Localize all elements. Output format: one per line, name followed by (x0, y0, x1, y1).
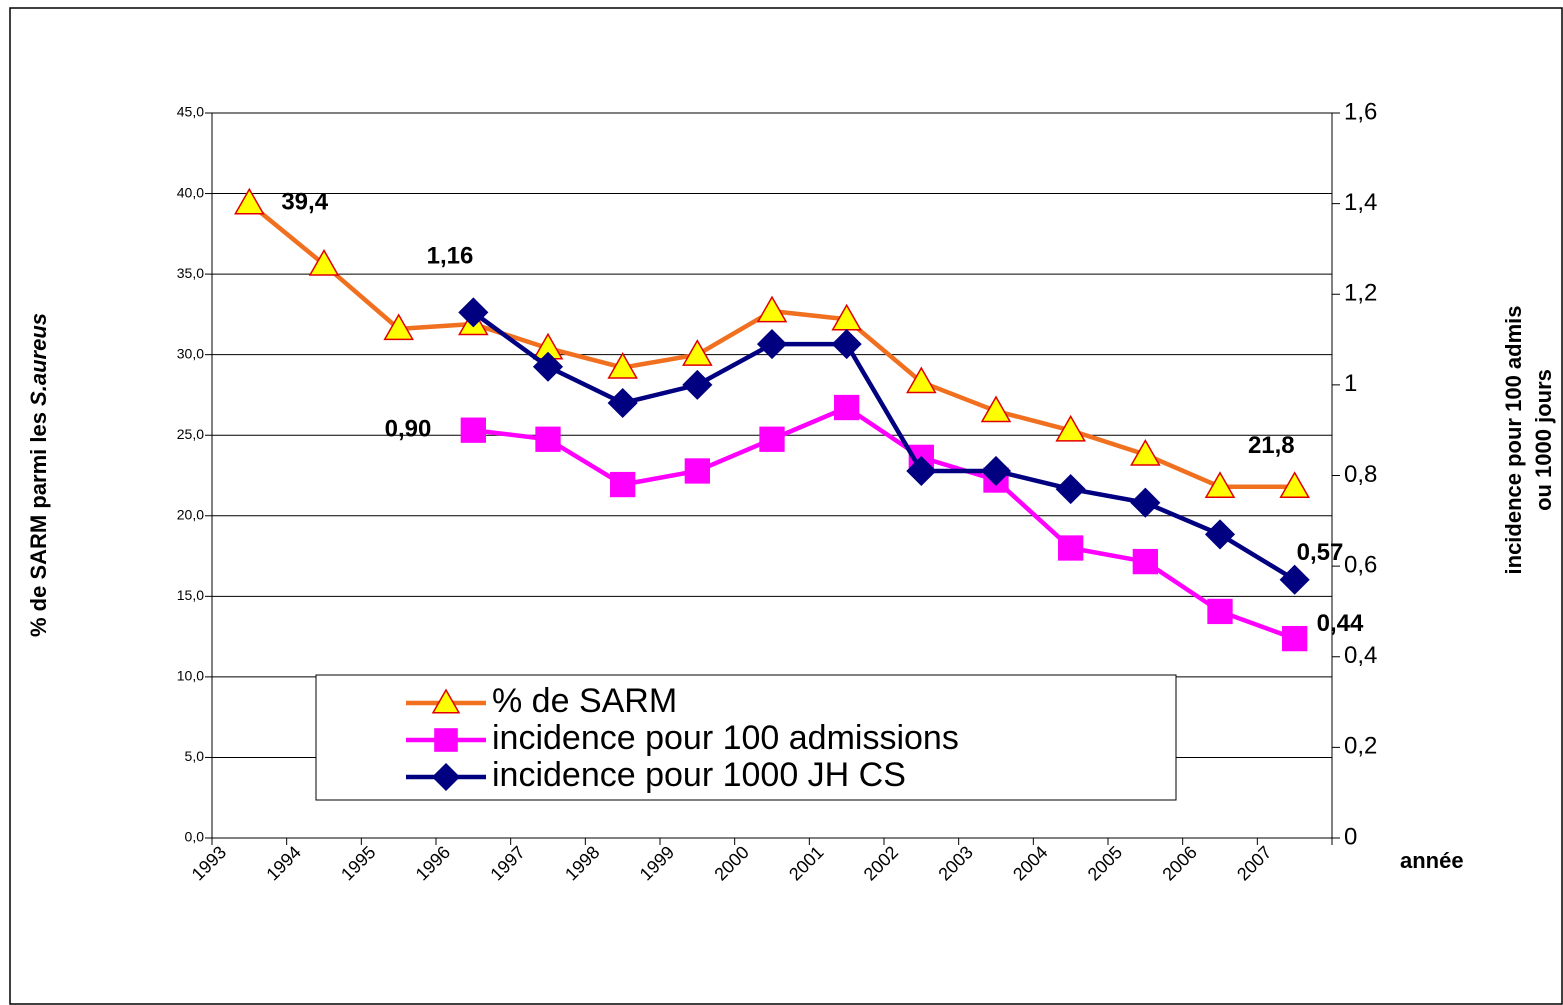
point (1133, 550, 1157, 574)
point (1059, 536, 1083, 560)
y-axis-title: % de SARM parmi les S.aureus (26, 313, 51, 637)
y2-tick-label: 1,6 (1344, 98, 1377, 125)
y-tick-label: 30,0 (177, 345, 204, 361)
y2-tick-label: 0,6 (1344, 551, 1377, 578)
y2-tick-label: 0,4 (1344, 642, 1377, 669)
y-tick-label: 35,0 (177, 265, 204, 281)
point (1283, 627, 1307, 651)
y-axis-title-italic: S.aureus (26, 313, 51, 406)
chart-frame (10, 8, 1562, 1004)
y2-tick-label: 0 (1344, 823, 1357, 850)
y2-axis-title: ou 1000 jours (1531, 369, 1556, 511)
point (611, 473, 635, 497)
y-tick-label: 0,0 (185, 829, 205, 845)
y-tick-label: 10,0 (177, 668, 204, 684)
data-label: 1,16 (427, 243, 474, 270)
point (536, 427, 560, 451)
y2-tick-label: 0,2 (1344, 733, 1377, 760)
data-label: 21,8 (1248, 432, 1295, 459)
legend-label: incidence pour 1000 JH CS (492, 756, 906, 794)
y2-tick-label: 1,2 (1344, 280, 1377, 307)
point (835, 396, 859, 420)
y-tick-label: 5,0 (185, 748, 205, 764)
point (461, 418, 485, 442)
x-axis-title: année (1400, 848, 1464, 873)
y2-axis-title: incidence pour 100 admis (1501, 306, 1526, 575)
point (685, 459, 709, 483)
y-tick-label: 45,0 (177, 104, 204, 120)
y2-tick-label: 1,4 (1344, 189, 1377, 216)
data-label: 0,44 (1317, 610, 1364, 637)
data-label: 0,90 (385, 416, 432, 443)
y-tick-label: 20,0 (177, 506, 204, 522)
point (760, 427, 784, 451)
y-tick-label: 15,0 (177, 587, 204, 603)
y-tick-label: 40,0 (177, 184, 204, 200)
y-axis-title-text: % de SARM parmi les (26, 412, 51, 637)
y2-tick-label: 0,8 (1344, 461, 1377, 488)
point (1208, 600, 1232, 624)
legend-label: % de SARM (492, 682, 677, 720)
data-label: 39,4 (281, 189, 328, 216)
data-label: 0,57 (1297, 539, 1344, 566)
legend-label: incidence pour 100 admissions (492, 719, 959, 757)
legend-marker (435, 729, 457, 751)
y2-tick-label: 1 (1344, 370, 1357, 397)
y-tick-label: 25,0 (177, 426, 204, 442)
chart: % de SARM parmi les S.aureus incidence p… (0, 0, 1563, 1005)
